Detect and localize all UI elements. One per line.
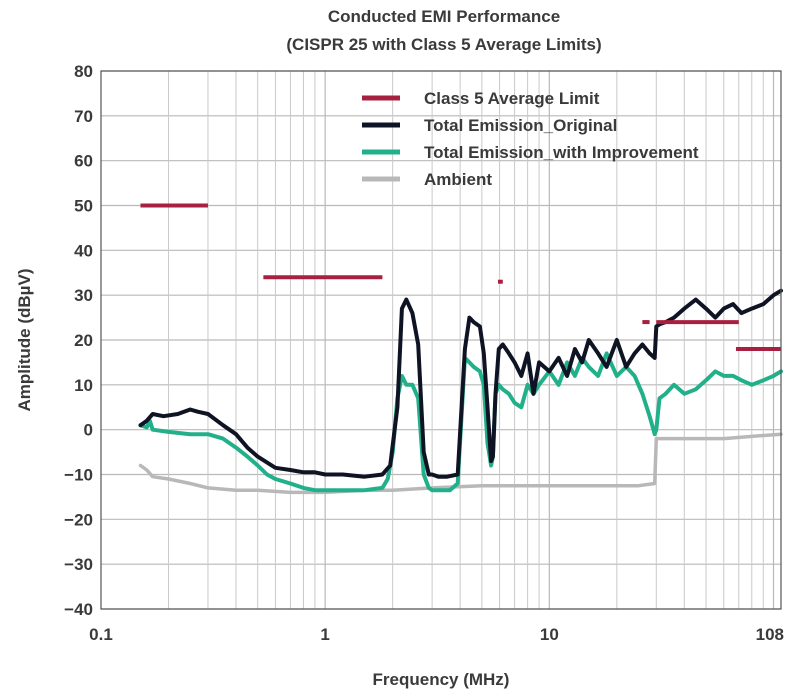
y-tick-label: 30 [74, 286, 93, 305]
x-tick-labels: 0.1 1 10 108 [89, 625, 784, 644]
y-tick-label: −40 [64, 600, 93, 619]
y-tick-label: 40 [74, 241, 93, 260]
x-axis-label: Frequency (MHz) [373, 670, 510, 689]
series-ambient-line [138, 432, 783, 495]
y-tick-labels: 80 70 60 50 40 30 20 10 0 −10 −20 −30 −40 [64, 62, 93, 619]
y-tick-label: 20 [74, 331, 93, 350]
legend-label-ambient: Ambient [424, 170, 492, 189]
x-tick-label: 0.1 [89, 625, 113, 644]
series-layer [138, 203, 783, 495]
legend: Class 5 Average Limit Total Emission_Ori… [362, 89, 699, 189]
legend-label-improved: Total Emission_with Improvement [424, 143, 699, 162]
y-tick-label: −30 [64, 555, 93, 574]
y-tick-label: −10 [64, 466, 93, 485]
x-tick-label: 1 [320, 625, 329, 644]
y-tick-label: 60 [74, 152, 93, 171]
y-tick-label: 0 [84, 421, 93, 440]
chart-title: Conducted EMI Performance [328, 7, 560, 26]
legend-label-limit: Class 5 Average Limit [424, 89, 600, 108]
plot-area [100, 70, 782, 610]
y-tick-label: 80 [74, 62, 93, 81]
x-tick-label: 10 [540, 625, 559, 644]
y-tick-label: 10 [74, 376, 93, 395]
y-axis-label: Amplitude (dBµV) [15, 269, 34, 412]
legend-label-original: Total Emission_Original [424, 116, 617, 135]
y-tick-label: 70 [74, 107, 93, 126]
chart-subtitle: (CISPR 25 with Class 5 Average Limits) [286, 35, 601, 54]
series-improved-line [138, 351, 783, 493]
x-tick-label: 108 [756, 625, 784, 644]
y-tick-label: 50 [74, 197, 93, 216]
y-tick-label: −20 [64, 510, 93, 529]
